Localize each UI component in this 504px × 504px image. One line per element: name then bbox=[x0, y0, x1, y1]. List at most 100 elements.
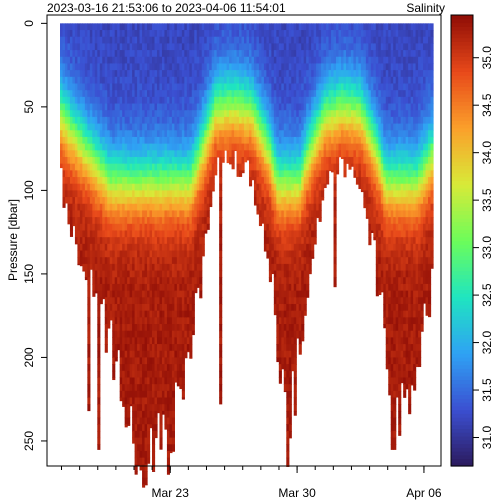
salinity-cell bbox=[181, 110, 185, 118]
salinity-cell bbox=[283, 277, 287, 285]
salinity-cell bbox=[149, 110, 153, 118]
salinity-cell bbox=[67, 70, 71, 78]
salinity-cell bbox=[89, 230, 93, 238]
salinity-cell bbox=[308, 243, 312, 252]
salinity-cell bbox=[273, 23, 277, 31]
salinity-cell bbox=[152, 23, 156, 31]
salinity-cell bbox=[152, 183, 156, 191]
salinity-cell bbox=[181, 30, 185, 38]
salinity-cell bbox=[134, 410, 138, 419]
salinity-cell bbox=[288, 70, 292, 78]
salinity-cell bbox=[69, 70, 74, 78]
salinity-cell bbox=[276, 290, 280, 298]
salinity-cell bbox=[196, 110, 200, 118]
salinity-cell bbox=[316, 150, 320, 158]
salinity-cell bbox=[214, 63, 218, 71]
salinity-cell bbox=[216, 76, 220, 85]
salinity-cell bbox=[311, 170, 315, 178]
salinity-cell bbox=[82, 203, 86, 212]
salinity-cell bbox=[164, 417, 168, 425]
salinity-cell bbox=[331, 150, 335, 158]
salinity-cell bbox=[268, 190, 272, 198]
salinity-cell bbox=[134, 103, 138, 111]
salinity-cell bbox=[271, 190, 275, 198]
salinity-cell bbox=[261, 170, 265, 178]
salinity-cell bbox=[74, 223, 79, 232]
salinity-cell bbox=[179, 377, 183, 385]
salinity-cell bbox=[236, 76, 240, 85]
salinity-cell bbox=[253, 23, 258, 31]
salinity-cell bbox=[137, 350, 141, 359]
salinity-cell bbox=[191, 230, 195, 238]
salinity-cell bbox=[164, 263, 168, 272]
salinity-cell bbox=[204, 177, 208, 185]
salinity-cell bbox=[256, 136, 260, 145]
salinity-cell bbox=[159, 344, 163, 352]
salinity-cell bbox=[248, 130, 253, 138]
salinity-cell bbox=[92, 110, 96, 118]
salinity-cell bbox=[298, 43, 302, 51]
salinity-cell bbox=[144, 384, 148, 392]
salinity-cell bbox=[311, 70, 315, 78]
salinity-cell bbox=[74, 177, 79, 185]
salinity-cell bbox=[256, 130, 260, 138]
salinity-cell bbox=[246, 30, 250, 38]
salinity-cell bbox=[149, 384, 153, 392]
salinity-cell bbox=[333, 70, 337, 78]
salinity-cell bbox=[246, 50, 250, 58]
salinity-cell bbox=[171, 357, 175, 365]
salinity-cell bbox=[281, 70, 285, 78]
salinity-cell bbox=[179, 237, 183, 245]
salinity-cell bbox=[74, 210, 79, 218]
salinity-cell bbox=[119, 257, 123, 265]
salinity-cell bbox=[161, 83, 166, 91]
salinity-cell bbox=[278, 163, 282, 171]
salinity-cell bbox=[219, 283, 223, 292]
salinity-cell bbox=[204, 96, 208, 105]
salinity-cell bbox=[74, 83, 79, 91]
salinity-cell bbox=[184, 223, 188, 232]
salinity-cell bbox=[147, 317, 151, 325]
salinity-cell bbox=[296, 303, 300, 312]
salinity-cell bbox=[306, 263, 310, 272]
profile-column bbox=[201, 23, 205, 257]
salinity-cell bbox=[206, 50, 210, 58]
salinity-cell bbox=[216, 123, 220, 131]
salinity-cell bbox=[119, 230, 123, 238]
salinity-cell bbox=[281, 190, 285, 198]
salinity-cell bbox=[129, 330, 133, 338]
salinity-cell bbox=[234, 150, 238, 152]
salinity-cell bbox=[276, 217, 280, 225]
salinity-cell bbox=[152, 390, 156, 399]
salinity-cell bbox=[114, 156, 118, 165]
salinity-cell bbox=[244, 50, 248, 58]
salinity-cell bbox=[119, 70, 123, 78]
salinity-cell bbox=[82, 123, 86, 131]
salinity-cell bbox=[122, 397, 126, 405]
salinity-cell bbox=[174, 330, 178, 338]
salinity-cell bbox=[112, 297, 116, 305]
salinity-cell bbox=[293, 36, 297, 44]
salinity-cell bbox=[142, 477, 146, 485]
salinity-cell bbox=[134, 36, 138, 44]
salinity-cell bbox=[169, 397, 173, 405]
salinity-cell bbox=[316, 177, 320, 185]
salinity-cell bbox=[74, 76, 79, 85]
salinity-cell bbox=[119, 56, 123, 65]
salinity-cell bbox=[308, 170, 312, 178]
salinity-cell bbox=[164, 350, 168, 359]
salinity-cell bbox=[184, 156, 188, 165]
salinity-cell bbox=[142, 103, 146, 111]
salinity-cell bbox=[124, 404, 128, 412]
salinity-cell bbox=[184, 317, 188, 325]
salinity-cell bbox=[139, 156, 143, 165]
salinity-cell bbox=[112, 103, 116, 111]
salinity-cell bbox=[107, 177, 111, 185]
salinity-cell bbox=[147, 43, 151, 51]
salinity-cell bbox=[179, 116, 183, 125]
salinity-cell bbox=[268, 237, 272, 245]
salinity-cell bbox=[301, 163, 305, 171]
salinity-cell bbox=[268, 56, 272, 65]
salinity-cell bbox=[201, 143, 205, 151]
salinity-cell bbox=[263, 90, 267, 98]
